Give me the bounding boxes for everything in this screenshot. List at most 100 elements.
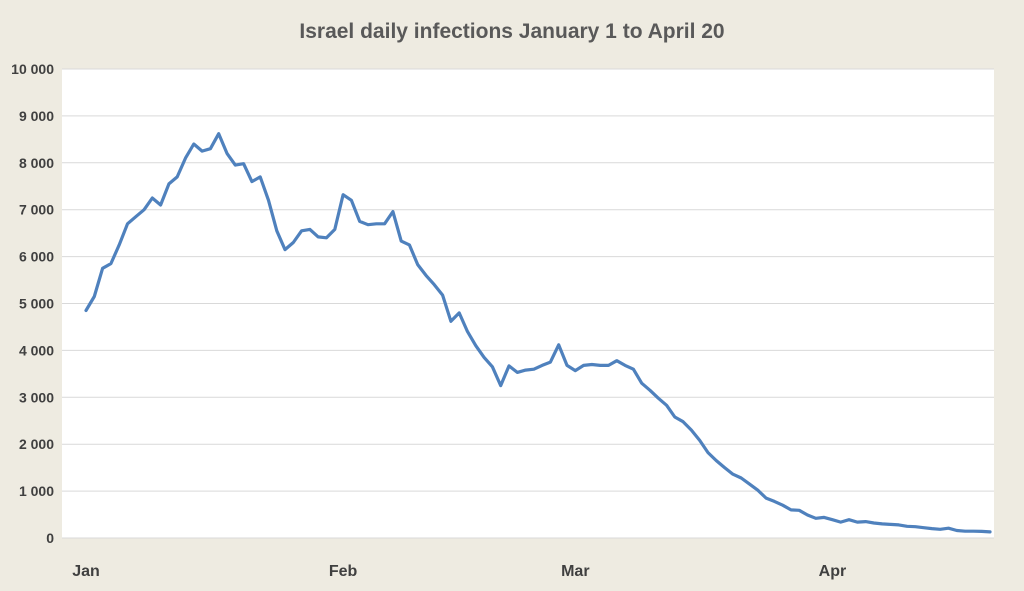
- y-tick-label: 3 000: [19, 389, 54, 405]
- data-point: [649, 389, 651, 392]
- data-point: [358, 220, 361, 223]
- data-point: [300, 230, 303, 232]
- data-point: [475, 344, 477, 347]
- data-point: [989, 531, 991, 533]
- data-point: [126, 223, 129, 225]
- data-point: [176, 176, 178, 178]
- chart-title: Israel daily infections January 1 to Apr…: [299, 20, 724, 43]
- data-point: [939, 528, 941, 531]
- data-point: [367, 223, 369, 226]
- data-point: [317, 236, 320, 238]
- data-point: [325, 237, 328, 239]
- data-point: [624, 364, 626, 367]
- series-line: [84, 132, 992, 534]
- y-tick-label: 6 000: [19, 249, 54, 265]
- data-point: [682, 420, 684, 423]
- data-point: [690, 429, 693, 431]
- data-point: [632, 368, 635, 371]
- data-point: [151, 197, 154, 199]
- data-point: [956, 529, 958, 532]
- y-tick-label: 9 000: [19, 108, 54, 124]
- data-point: [425, 274, 427, 277]
- data-point: [342, 193, 344, 196]
- data-point: [765, 497, 767, 499]
- data-point: [416, 263, 419, 266]
- data-point: [242, 162, 245, 165]
- data-point: [815, 517, 817, 520]
- data-point: [773, 500, 776, 503]
- data-point: [533, 368, 535, 371]
- data-point: [383, 223, 386, 225]
- y-tick-label: 2 000: [19, 436, 54, 452]
- data-point: [292, 241, 295, 244]
- data-point: [309, 228, 311, 231]
- data-point: [823, 516, 825, 519]
- data-point: [839, 521, 842, 523]
- data-point: [441, 294, 444, 296]
- data-point: [781, 504, 784, 507]
- data-point: [906, 525, 908, 528]
- data-point: [524, 369, 527, 371]
- data-point: [93, 295, 96, 298]
- data-point: [898, 524, 900, 526]
- data-point: [159, 204, 162, 206]
- y-tick-label: 8 000: [19, 155, 54, 171]
- data-point: [947, 527, 950, 529]
- data-point: [790, 509, 792, 511]
- data-point: [466, 330, 469, 333]
- data-point: [740, 477, 742, 479]
- y-tick-label: 7 000: [19, 202, 54, 218]
- data-point: [143, 208, 145, 211]
- y-tick-label: 4 000: [19, 342, 54, 358]
- data-point: [864, 520, 867, 523]
- data-point: [881, 523, 883, 525]
- data-point: [566, 364, 568, 367]
- data-point: [806, 514, 809, 516]
- data-point: [483, 356, 485, 359]
- data-point: [914, 525, 917, 528]
- data-point: [640, 382, 643, 385]
- data-point: [582, 364, 585, 367]
- y-axis-ticks: 0 1 000 2 000 3 000 4 000 5 000 6 000 7 000 8 00…: [11, 61, 54, 546]
- data-point: [433, 283, 436, 286]
- data-point: [707, 451, 709, 454]
- data-point: [101, 267, 104, 270]
- data-point: [964, 530, 966, 532]
- data-point: [732, 473, 734, 476]
- data-point: [922, 526, 925, 529]
- data-point: [856, 521, 859, 523]
- data-point: [557, 344, 560, 346]
- data-point: [110, 262, 112, 265]
- data-point: [931, 527, 933, 530]
- data-point: [599, 364, 601, 367]
- data-point: [392, 210, 394, 213]
- data-point: [607, 364, 610, 367]
- data-point: [748, 483, 751, 485]
- data-point: [665, 404, 668, 407]
- data-point: [350, 199, 353, 202]
- data-point: [491, 366, 494, 368]
- x-tick-label: Mar: [561, 563, 589, 580]
- data-point: [499, 384, 502, 387]
- data-point: [715, 459, 718, 462]
- data-point: [541, 364, 543, 367]
- data-point: [757, 489, 759, 492]
- y-tick-label: 0: [46, 530, 54, 546]
- data-point: [972, 530, 975, 532]
- data-point: [574, 369, 577, 372]
- data-point: [259, 176, 262, 178]
- data-point: [798, 509, 800, 512]
- gridlines: [62, 68, 994, 539]
- data-point: [848, 518, 850, 521]
- data-point: [698, 439, 701, 442]
- x-tick-label: Jan: [72, 563, 100, 580]
- x-axis-ticks: Jan Feb Mar Apr: [72, 563, 846, 580]
- data-point: [276, 230, 278, 232]
- data-point: [408, 244, 411, 246]
- data-point: [184, 157, 187, 159]
- data-point: [889, 523, 892, 526]
- data-point: [135, 215, 137, 218]
- data-point: [209, 147, 212, 150]
